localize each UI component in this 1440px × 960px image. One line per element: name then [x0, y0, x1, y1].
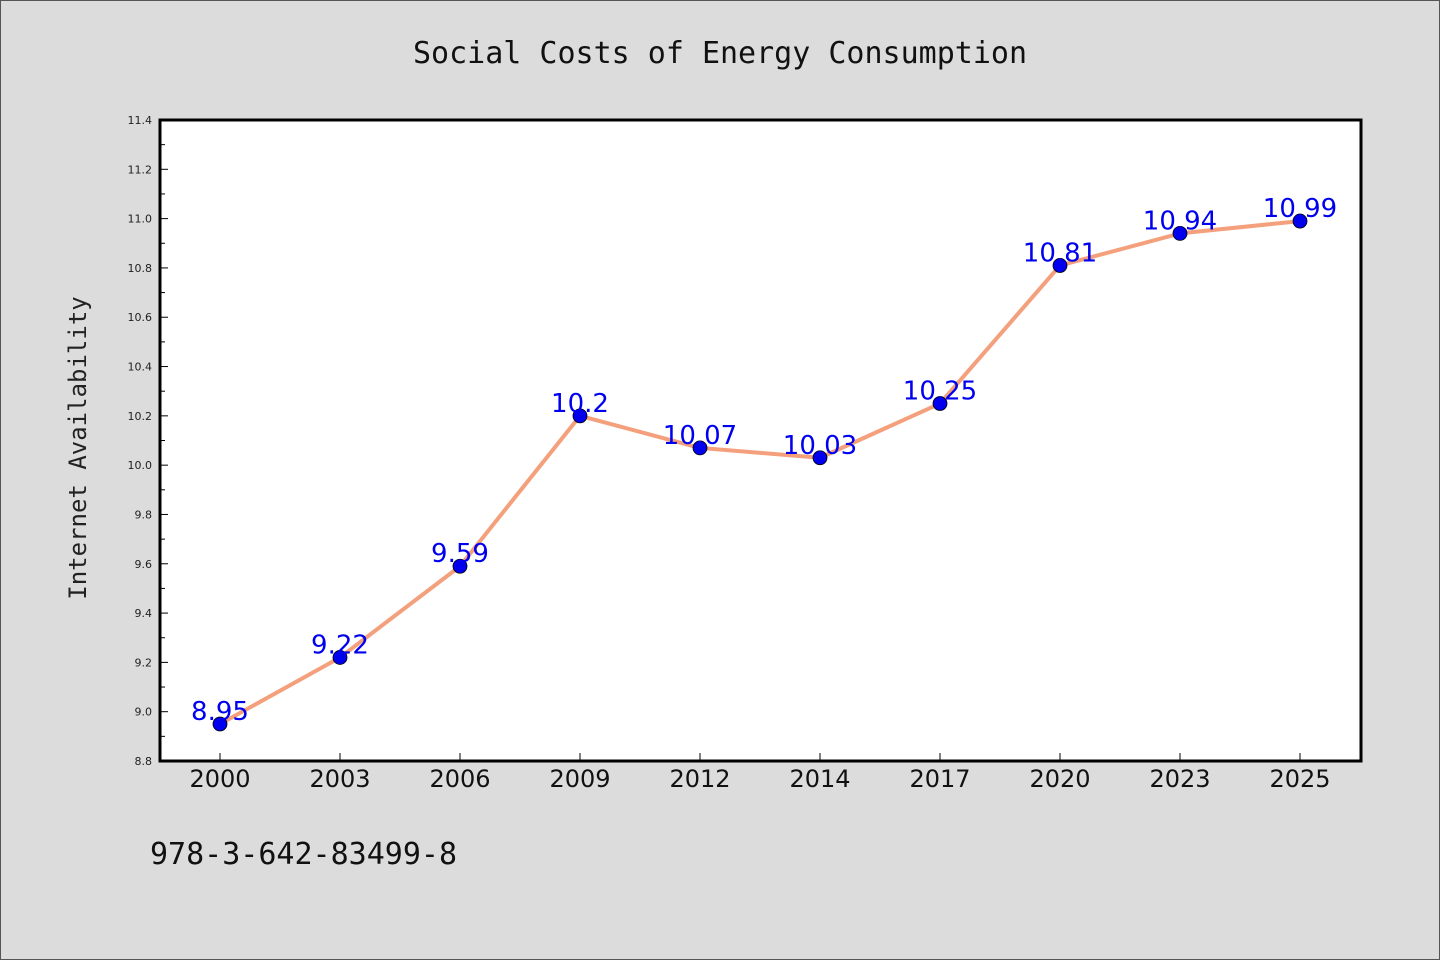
- y-tick-label: 9.4: [135, 607, 153, 620]
- y-axis-label: Internet Availability: [64, 296, 92, 599]
- data-point: [812, 450, 828, 466]
- data-point: [1172, 226, 1188, 241]
- x-tick-label: 2025: [1269, 765, 1330, 793]
- data-point: [1292, 213, 1308, 229]
- data-label: 10.07: [663, 421, 737, 451]
- data-point: [572, 408, 588, 424]
- y-tick-label: 8.8: [135, 755, 153, 768]
- data-label: 10.81: [1023, 238, 1097, 268]
- x-tick-label: 2003: [309, 765, 370, 793]
- x-tick-label: 2006: [429, 765, 490, 793]
- y-tick-label: 9.6: [135, 558, 153, 571]
- x-tick-label: 2000: [189, 765, 250, 793]
- y-tick-label: 10.8: [128, 262, 153, 275]
- x-axis: 2000 2003 2006 2009 2012 2014 2017 2020 2023 2025: [189, 753, 1331, 793]
- y-tick-label: 9.0: [135, 706, 153, 719]
- data-label: 9.59: [431, 539, 489, 569]
- y-axis: 8.8 9.0 9.2 9.4 9.6 9.8 10.0 10.2 10.4 10.6 10.8 11…: [128, 114, 168, 768]
- plot-area: [158, 118, 1363, 763]
- y-tick-label: 11.0: [128, 213, 153, 226]
- x-tick-label: 2023: [1149, 765, 1210, 793]
- data-label: 10.25: [903, 377, 977, 407]
- y-tick-label: 9.8: [135, 508, 153, 521]
- x-tick-label: 2020: [1029, 765, 1090, 793]
- data-label: 8.95: [191, 697, 249, 727]
- series-line: [219, 219, 1301, 726]
- chart-title: Social Costs of Energy Consumption: [413, 36, 1027, 71]
- series-layer: 8.95 9.22 9.59 10.2 10.07 10.03 10.25 10.81 10.9…: [191, 194, 1337, 732]
- footer-code: 978-3-642-83499-8: [150, 837, 457, 872]
- y-tick-label: 9.2: [135, 656, 153, 669]
- x-tick-label: 2009: [549, 765, 610, 793]
- data-label: 10.2: [551, 389, 609, 419]
- x-tick-label: 2014: [789, 765, 850, 793]
- data-label: 10.94: [1143, 206, 1217, 236]
- x-tick-label: 2012: [669, 765, 730, 793]
- data-point: [332, 650, 348, 665]
- data-point: [212, 716, 228, 732]
- data-label: 9.22: [311, 630, 369, 660]
- x-tick-label: 2017: [909, 765, 970, 793]
- data-point: [692, 440, 708, 456]
- data-label: 10.99: [1263, 194, 1337, 224]
- data-label: 10.03: [783, 431, 857, 461]
- data-point: [1052, 258, 1068, 273]
- y-tick-label: 10.6: [128, 311, 153, 324]
- y-tick-label: 11.2: [128, 163, 153, 176]
- data-point: [452, 558, 468, 574]
- data-point: [932, 396, 948, 411]
- y-tick-label: 10.0: [128, 459, 153, 472]
- y-tick-label: 10.4: [128, 361, 153, 374]
- y-tick-label: 11.4: [128, 114, 153, 127]
- y-tick-label: 10.2: [128, 410, 153, 423]
